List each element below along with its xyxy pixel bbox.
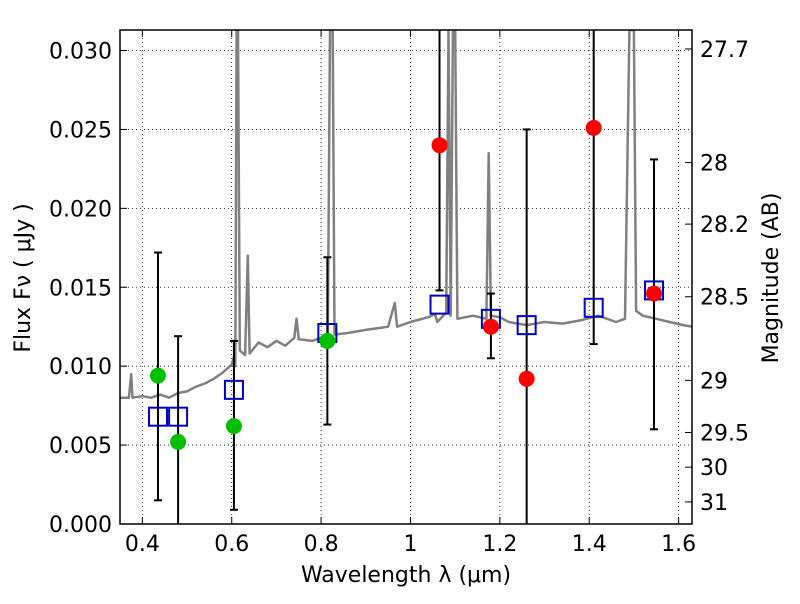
plot-frame bbox=[119, 29, 693, 525]
right-tick-label: 27.7 bbox=[700, 38, 749, 63]
model-photometry-square bbox=[429, 294, 450, 315]
y-tick-label: 0.000 bbox=[49, 513, 112, 538]
right-tick-label: 30 bbox=[700, 456, 728, 481]
observed-point-red bbox=[518, 370, 535, 387]
model-photometry-square bbox=[223, 379, 244, 400]
y-tick-label: 0.025 bbox=[49, 118, 112, 143]
model-photometry-square bbox=[583, 297, 604, 318]
model-photometry-square bbox=[516, 315, 537, 336]
observed-point-red bbox=[585, 119, 602, 136]
y-tick-label: 0.020 bbox=[49, 197, 112, 222]
model-photometry-square bbox=[168, 406, 189, 427]
model-spectrum-line bbox=[120, 30, 692, 399]
x-tick-label: 1.6 bbox=[661, 532, 696, 557]
x-axis-label: Wavelength λ (μm) bbox=[301, 563, 511, 588]
right-tick-label: 28 bbox=[700, 152, 728, 177]
observed-point-red bbox=[646, 285, 663, 302]
x-tick-label: 1 bbox=[403, 532, 417, 557]
right-tick-label: 29 bbox=[700, 369, 728, 394]
right-tick-label: 29.5 bbox=[700, 421, 749, 446]
axes: 0.4 0.6 0.8 1 1.2 1.4 1.6 0.000 0.005 0.010 0.015 0… bbox=[49, 29, 749, 557]
y-axis-label: Flux Fν ( μJy ) bbox=[11, 203, 36, 352]
y-tick-label: 0.030 bbox=[49, 40, 112, 65]
right-tick-label: 28.5 bbox=[700, 286, 749, 311]
right-tick-label: 28.2 bbox=[700, 213, 749, 238]
y-tick-label: 0.010 bbox=[49, 355, 112, 380]
observed-point-green bbox=[170, 433, 187, 450]
gridlines bbox=[120, 30, 692, 525]
x-tick-label: 1.4 bbox=[572, 532, 607, 557]
x-tick-label: 0.4 bbox=[125, 532, 160, 557]
model-photometry-square bbox=[147, 406, 168, 427]
observed-point-green bbox=[225, 418, 242, 435]
x-tick-label: 1.2 bbox=[482, 532, 517, 557]
x-tick-label: 0.6 bbox=[214, 532, 249, 557]
right-axis-label: Magnitude (AB) bbox=[759, 193, 784, 364]
observed-point-green bbox=[149, 367, 166, 384]
x-tick-label: 0.8 bbox=[304, 532, 339, 557]
y-tick-label: 0.015 bbox=[49, 276, 112, 301]
observed-point-green bbox=[319, 332, 336, 349]
plot-area bbox=[120, 30, 692, 524]
observed-point-red bbox=[431, 137, 448, 154]
observed-point-red bbox=[482, 318, 499, 335]
right-tick-label: 31 bbox=[700, 491, 728, 516]
y-tick-label: 0.005 bbox=[49, 434, 112, 459]
